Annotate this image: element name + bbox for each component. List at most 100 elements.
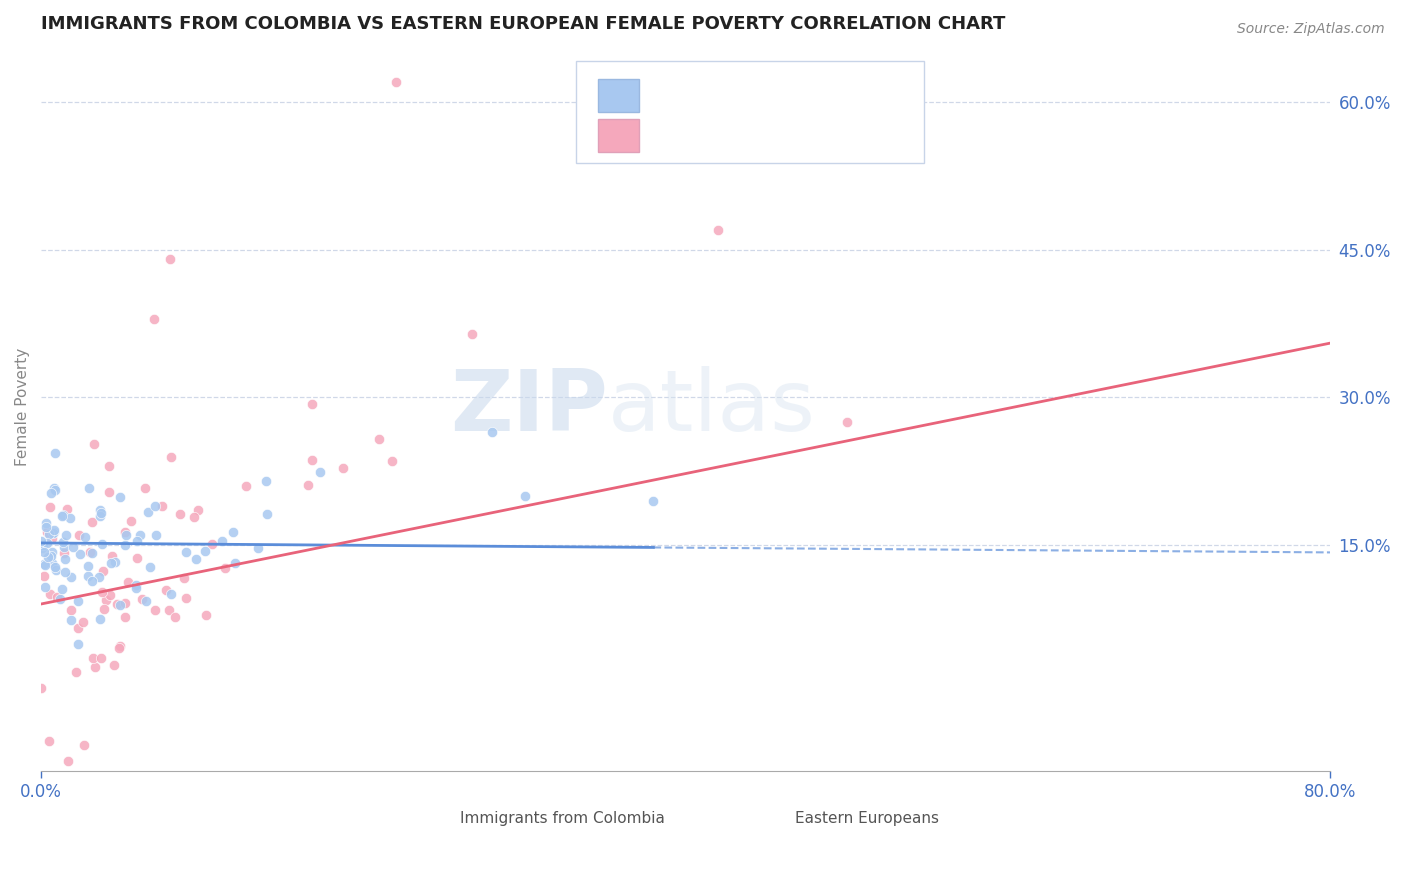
Point: [44, 446, 66, 460]
Point: [159, 450, 181, 464]
Text: atlas: atlas: [609, 366, 817, 449]
Point: [39, 549, 62, 564]
Point: [332, 461, 354, 475]
Point: [104, 555, 127, 569]
Point: [173, 571, 195, 585]
Text: Immigrants from Colombia: Immigrants from Colombia: [460, 811, 665, 826]
Point: [98, 458, 121, 473]
Point: [115, 528, 138, 542]
Point: [169, 507, 191, 521]
Point: [72, 738, 94, 752]
Point: [37, 550, 59, 565]
Point: [87, 570, 110, 584]
Point: [34, 558, 56, 572]
Point: [103, 658, 125, 673]
Point: [301, 453, 323, 467]
Point: [381, 454, 404, 468]
Point: [59, 613, 82, 627]
Point: [66, 621, 89, 635]
Point: [44, 559, 66, 574]
Point: [45, 563, 67, 577]
Point: [32, 568, 55, 582]
Point: [51, 582, 73, 597]
Point: [60, 570, 83, 584]
Point: [59, 603, 82, 617]
Bar: [598, 120, 640, 153]
Point: [32, 557, 55, 571]
Point: [214, 560, 236, 574]
Point: [460, 327, 482, 342]
Point: [120, 514, 142, 528]
Point: [301, 397, 323, 411]
Point: [82, 650, 104, 665]
Point: [52, 508, 75, 522]
Point: [108, 640, 131, 655]
Point: [100, 556, 122, 570]
Point: [90, 650, 112, 665]
Point: [65, 665, 87, 679]
Point: [194, 544, 217, 558]
Point: [90, 585, 112, 599]
Point: [125, 578, 148, 592]
Text: Source: ZipAtlas.com: Source: ZipAtlas.com: [1237, 22, 1385, 37]
Point: [247, 541, 270, 555]
Point: [135, 593, 157, 607]
Point: [96, 592, 118, 607]
Point: [481, 425, 503, 439]
Point: [35, 536, 58, 550]
Point: [108, 599, 131, 613]
Point: [368, 432, 391, 446]
Point: [174, 591, 197, 605]
Point: [32, 538, 55, 552]
Point: [98, 484, 121, 499]
Point: [155, 582, 177, 597]
Point: [105, 597, 128, 611]
Point: [297, 478, 319, 492]
Point: [41, 545, 63, 559]
Point: [159, 587, 181, 601]
Text: R = -0.036  N = 78: R = -0.036 N = 78: [657, 85, 831, 100]
Point: [114, 538, 136, 552]
Text: Eastern Europeans: Eastern Europeans: [796, 811, 939, 826]
Point: [125, 550, 148, 565]
Point: [75, 530, 97, 544]
Point: [114, 610, 136, 624]
Point: [89, 509, 111, 524]
Point: [41, 556, 63, 570]
Point: [76, 558, 98, 573]
Point: [52, 546, 75, 560]
Point: [79, 544, 101, 558]
Point: [30, 534, 52, 549]
Point: [256, 508, 278, 522]
Point: [56, 755, 79, 769]
Point: [35, 516, 58, 531]
Point: [129, 527, 152, 541]
Point: [69, 527, 91, 541]
Point: [42, 524, 65, 539]
Point: [139, 560, 162, 574]
Point: [183, 509, 205, 524]
Point: [131, 592, 153, 607]
Point: [46, 590, 69, 604]
Point: [643, 493, 665, 508]
Point: [53, 551, 76, 566]
Point: [42, 526, 65, 541]
Bar: [756, 807, 785, 828]
Point: [114, 525, 136, 540]
FancyBboxPatch shape: [576, 61, 924, 163]
Point: [67, 594, 90, 608]
Point: [835, 415, 858, 429]
Point: [83, 437, 105, 451]
Point: [187, 503, 209, 517]
Point: [32, 545, 55, 559]
Point: [66, 637, 89, 651]
Point: [174, 545, 197, 559]
Point: [184, 551, 207, 566]
Point: [100, 588, 122, 602]
Point: [143, 602, 166, 616]
Point: [53, 540, 76, 554]
Point: [55, 527, 77, 541]
Point: [707, 223, 730, 237]
Point: [165, 609, 187, 624]
Point: [211, 533, 233, 548]
